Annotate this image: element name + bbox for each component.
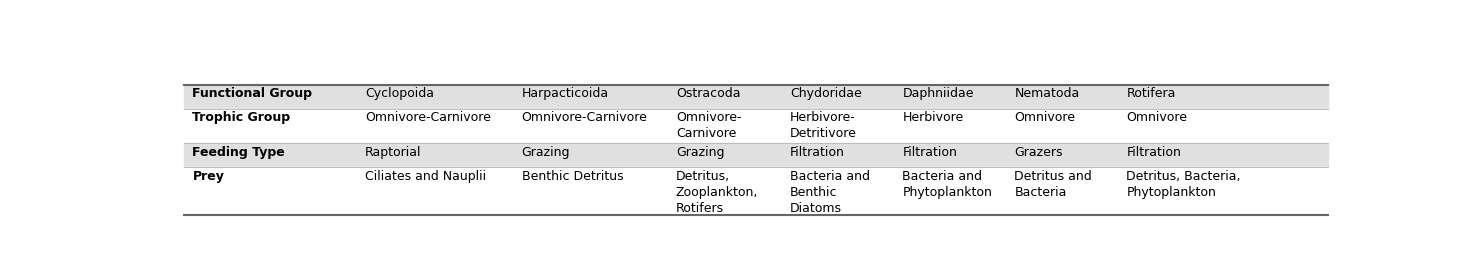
Text: Ostracoda: Ostracoda: [676, 87, 740, 100]
Text: Bacteria and
Benthic
Diatoms: Bacteria and Benthic Diatoms: [791, 170, 870, 215]
Bar: [184, 84, 1328, 109]
Text: Functional Group: Functional Group: [192, 87, 313, 100]
Text: Omnivore: Omnivore: [1127, 111, 1187, 124]
Text: Detritus and
Bacteria: Detritus and Bacteria: [1015, 170, 1092, 199]
Bar: [184, 167, 1328, 215]
Text: Grazing: Grazing: [522, 146, 571, 159]
Bar: [184, 143, 1328, 167]
Text: Bacteria and
Phytoplankton: Bacteria and Phytoplankton: [903, 170, 993, 199]
Text: Ciliates and Nauplii: Ciliates and Nauplii: [364, 170, 487, 183]
Text: Feeding Type: Feeding Type: [192, 146, 285, 159]
Text: Daphniidae: Daphniidae: [903, 87, 974, 100]
Text: Herbivore-
Detritivore: Herbivore- Detritivore: [791, 111, 857, 140]
Text: Filtration: Filtration: [1127, 146, 1181, 159]
Text: Prey: Prey: [192, 170, 224, 183]
Text: Filtration: Filtration: [903, 146, 957, 159]
Text: Omnivore-Carnivore: Omnivore-Carnivore: [364, 111, 491, 124]
Text: Cyclopoida: Cyclopoida: [364, 87, 434, 100]
Text: Detritus,
Zooplankton,
Rotifers: Detritus, Zooplankton, Rotifers: [676, 170, 758, 215]
Text: Grazing: Grazing: [676, 146, 724, 159]
Text: Chydoridae: Chydoridae: [791, 87, 861, 100]
Text: Grazers: Grazers: [1015, 146, 1063, 159]
Text: Filtration: Filtration: [791, 146, 845, 159]
Bar: [184, 109, 1328, 143]
Text: Omnivore: Omnivore: [1015, 111, 1075, 124]
Text: Omnivore-Carnivore: Omnivore-Carnivore: [522, 111, 648, 124]
Text: Rotifera: Rotifera: [1127, 87, 1176, 100]
Text: Benthic Detritus: Benthic Detritus: [522, 170, 624, 183]
Text: Omnivore-
Carnivore: Omnivore- Carnivore: [676, 111, 742, 140]
Text: Herbivore: Herbivore: [903, 111, 963, 124]
Text: Harpacticoida: Harpacticoida: [522, 87, 609, 100]
Text: Trophic Group: Trophic Group: [192, 111, 291, 124]
Text: Raptorial: Raptorial: [364, 146, 422, 159]
Text: Nematoda: Nematoda: [1015, 87, 1080, 100]
Text: Detritus, Bacteria,
Phytoplankton: Detritus, Bacteria, Phytoplankton: [1127, 170, 1240, 199]
